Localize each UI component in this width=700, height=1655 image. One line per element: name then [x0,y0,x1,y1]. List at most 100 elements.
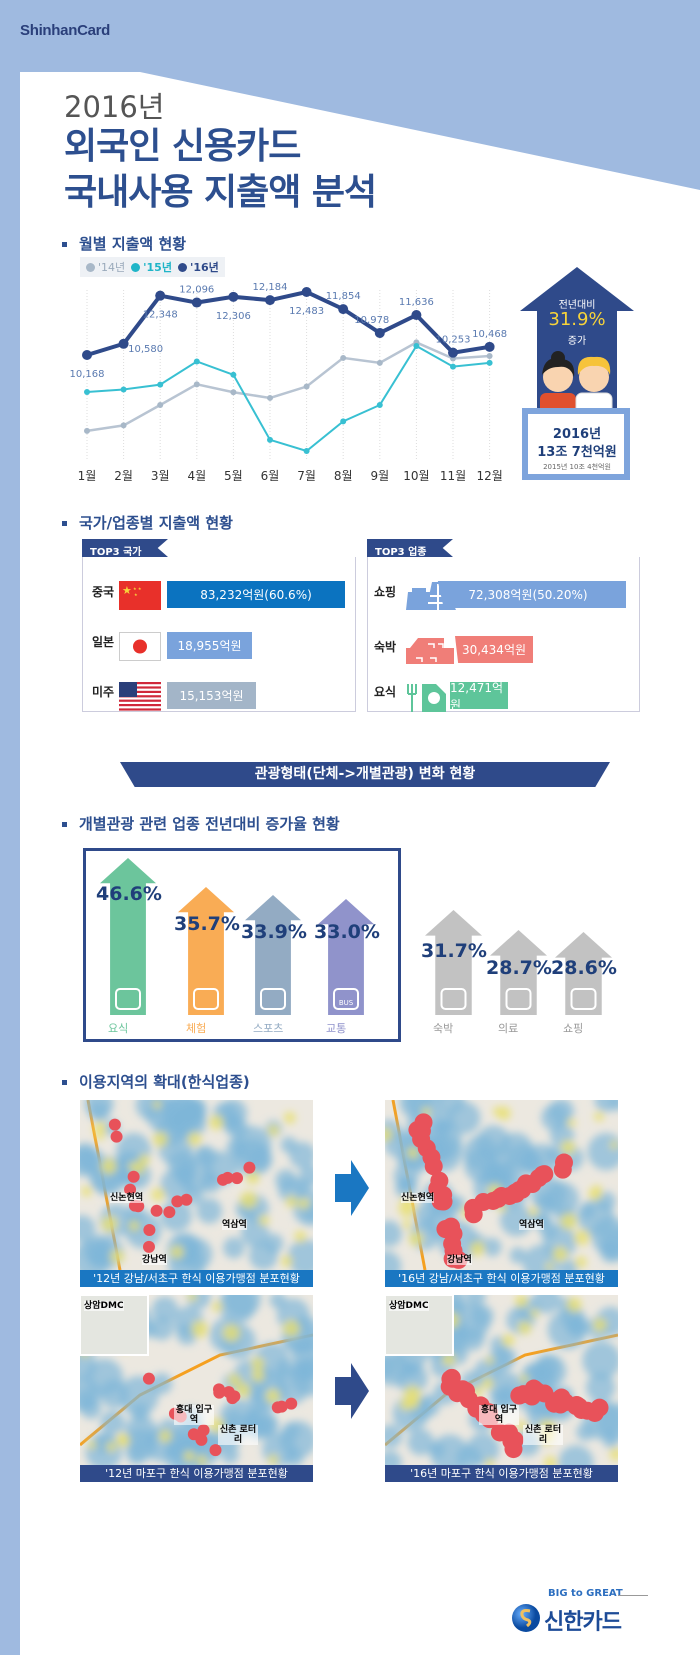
map-caption: '12년 강남/서초구 한식 이용가맹점 분포현황 [80,1270,313,1287]
growth-pct: 28.6% [551,957,617,979]
lodging-icon [406,638,454,664]
data-point [486,359,493,366]
country-bar: 15,153억원 [167,682,256,709]
map-place-label: 상암DMC [389,1301,429,1311]
x-tick-label: 3월 [151,469,170,483]
growth-pct: 33.0% [314,921,380,943]
data-point [376,359,383,366]
china-flag: ★ ★ ★★ [119,581,161,610]
data-point [120,386,127,393]
total-year: 2016년 [552,427,602,442]
교통-growth-arrow: BUS [318,899,374,1015]
map-caption: '16년 마포구 한식 이용가맹점 분포현황 [385,1465,618,1482]
data-point [486,353,493,360]
legend-16: '16년 [177,259,219,275]
section-monthly-title: 월별 지출액 현황 [62,233,186,254]
growth-pct: 35.7% [174,913,240,935]
요식-growth-arrow [100,858,156,1015]
industry-bar: 72,308억원(50.20%) [437,581,626,608]
data-point [411,310,422,321]
data-point [376,402,383,409]
x-tick-label: 1월 [78,469,97,483]
baseball-icon [260,988,286,1010]
prev-total: 2015년 10조 4천억원 [543,463,611,471]
data-label: 10,580 [128,344,163,355]
data-point [448,347,458,358]
industry-name: 쇼핑 [374,585,397,599]
data-point [230,389,237,396]
x-tick-label: 12월 [476,469,502,483]
map-place-label: 강남역 [447,1255,472,1265]
data-point [267,436,273,443]
japan-flag [119,632,161,661]
highlight-box [83,848,401,1042]
svg-text:★: ★ [122,584,132,597]
map-place-label: 신논현역 [110,1193,144,1203]
x-tick-label: 5월 [224,469,243,483]
summary-pct: 31.9% [548,309,606,330]
series-line [86,341,490,433]
footer-logo: 신한카드 [544,1610,622,1635]
industry-bar: 30,434억원 [455,636,533,663]
data-point [228,291,239,302]
data-label: 12,184 [253,282,288,293]
data-point [118,338,129,349]
map-place-label: 신논현역 [401,1193,435,1203]
arrow-right-icon [335,1363,369,1419]
growth-pct: 46.6% [96,883,162,905]
growth-category-label: 쇼핑 [563,1022,584,1035]
data-point [265,295,275,306]
data-point [193,358,200,365]
체험-growth-arrow [178,887,234,1015]
data-point [374,327,385,338]
dining-icon [407,684,446,712]
tab-top3-country: TOP3 국가 [82,539,168,557]
arrow-right-icon [335,1160,369,1216]
tab-top3-industry: TOP3 업종 [367,539,453,557]
data-point [191,297,202,308]
x-tick-label: 7월 [297,469,316,483]
data-label: 12,348 [143,310,178,321]
data-point [157,381,164,388]
country-name: 미주 [92,685,115,699]
x-tick-label: 4월 [187,469,206,483]
data-point [340,354,347,361]
data-point [230,371,237,378]
data-label: 11,854 [326,291,361,302]
x-tick-label: 11월 [440,469,466,483]
shinhancard-logo: ShinhanCard [20,22,111,39]
data-label: 12,096 [179,285,214,296]
쇼핑-growth-arrow [555,932,612,1015]
usa-flag [119,682,161,711]
slogan-line [618,1595,648,1596]
x-tick-label: 10월 [403,469,429,483]
map-place-label: 홍대 입구역 [479,1405,519,1425]
heatmap-image [385,1295,618,1465]
data-point [484,341,495,352]
map-place-label: 역삼역 [222,1220,247,1230]
data-point [338,304,349,315]
industry-name: 요식 [374,685,397,699]
dining-icon [115,988,141,1010]
heatmap-image [80,1100,313,1270]
map-place-label: 강남역 [142,1255,167,1265]
section-country-title: 국가/업종별 지출액 현황 [62,512,233,533]
data-label: 11,636 [399,297,434,308]
country-name: 일본 [92,635,115,649]
svg-text:★ ★: ★ ★ [133,586,142,591]
growth-category-label: 교통 [326,1022,347,1035]
industry-name: 숙박 [374,640,397,654]
industry-card [367,557,640,712]
svg-text:BUS: BUS [339,999,354,1007]
data-point [193,381,200,388]
summary-label: 전년대비 [558,300,596,311]
map-caption: '16년 강남/서초구 한식 이용가맹점 분포현황 [385,1270,618,1287]
title-line1: 외국인 신용카드 [64,126,301,167]
total-value: 13조 7천억원 [537,445,617,460]
의료-growth-arrow [490,930,547,1015]
chart-legend: '14년 '15년 '16년 [80,257,225,277]
growth-category-label: 스포츠 [253,1022,284,1035]
shinhan-logo-icon [512,1604,540,1632]
section-region-title: 이용지역의 확대(한식업종) [62,1071,250,1092]
industry-bar: 12,471억원 [450,681,508,712]
